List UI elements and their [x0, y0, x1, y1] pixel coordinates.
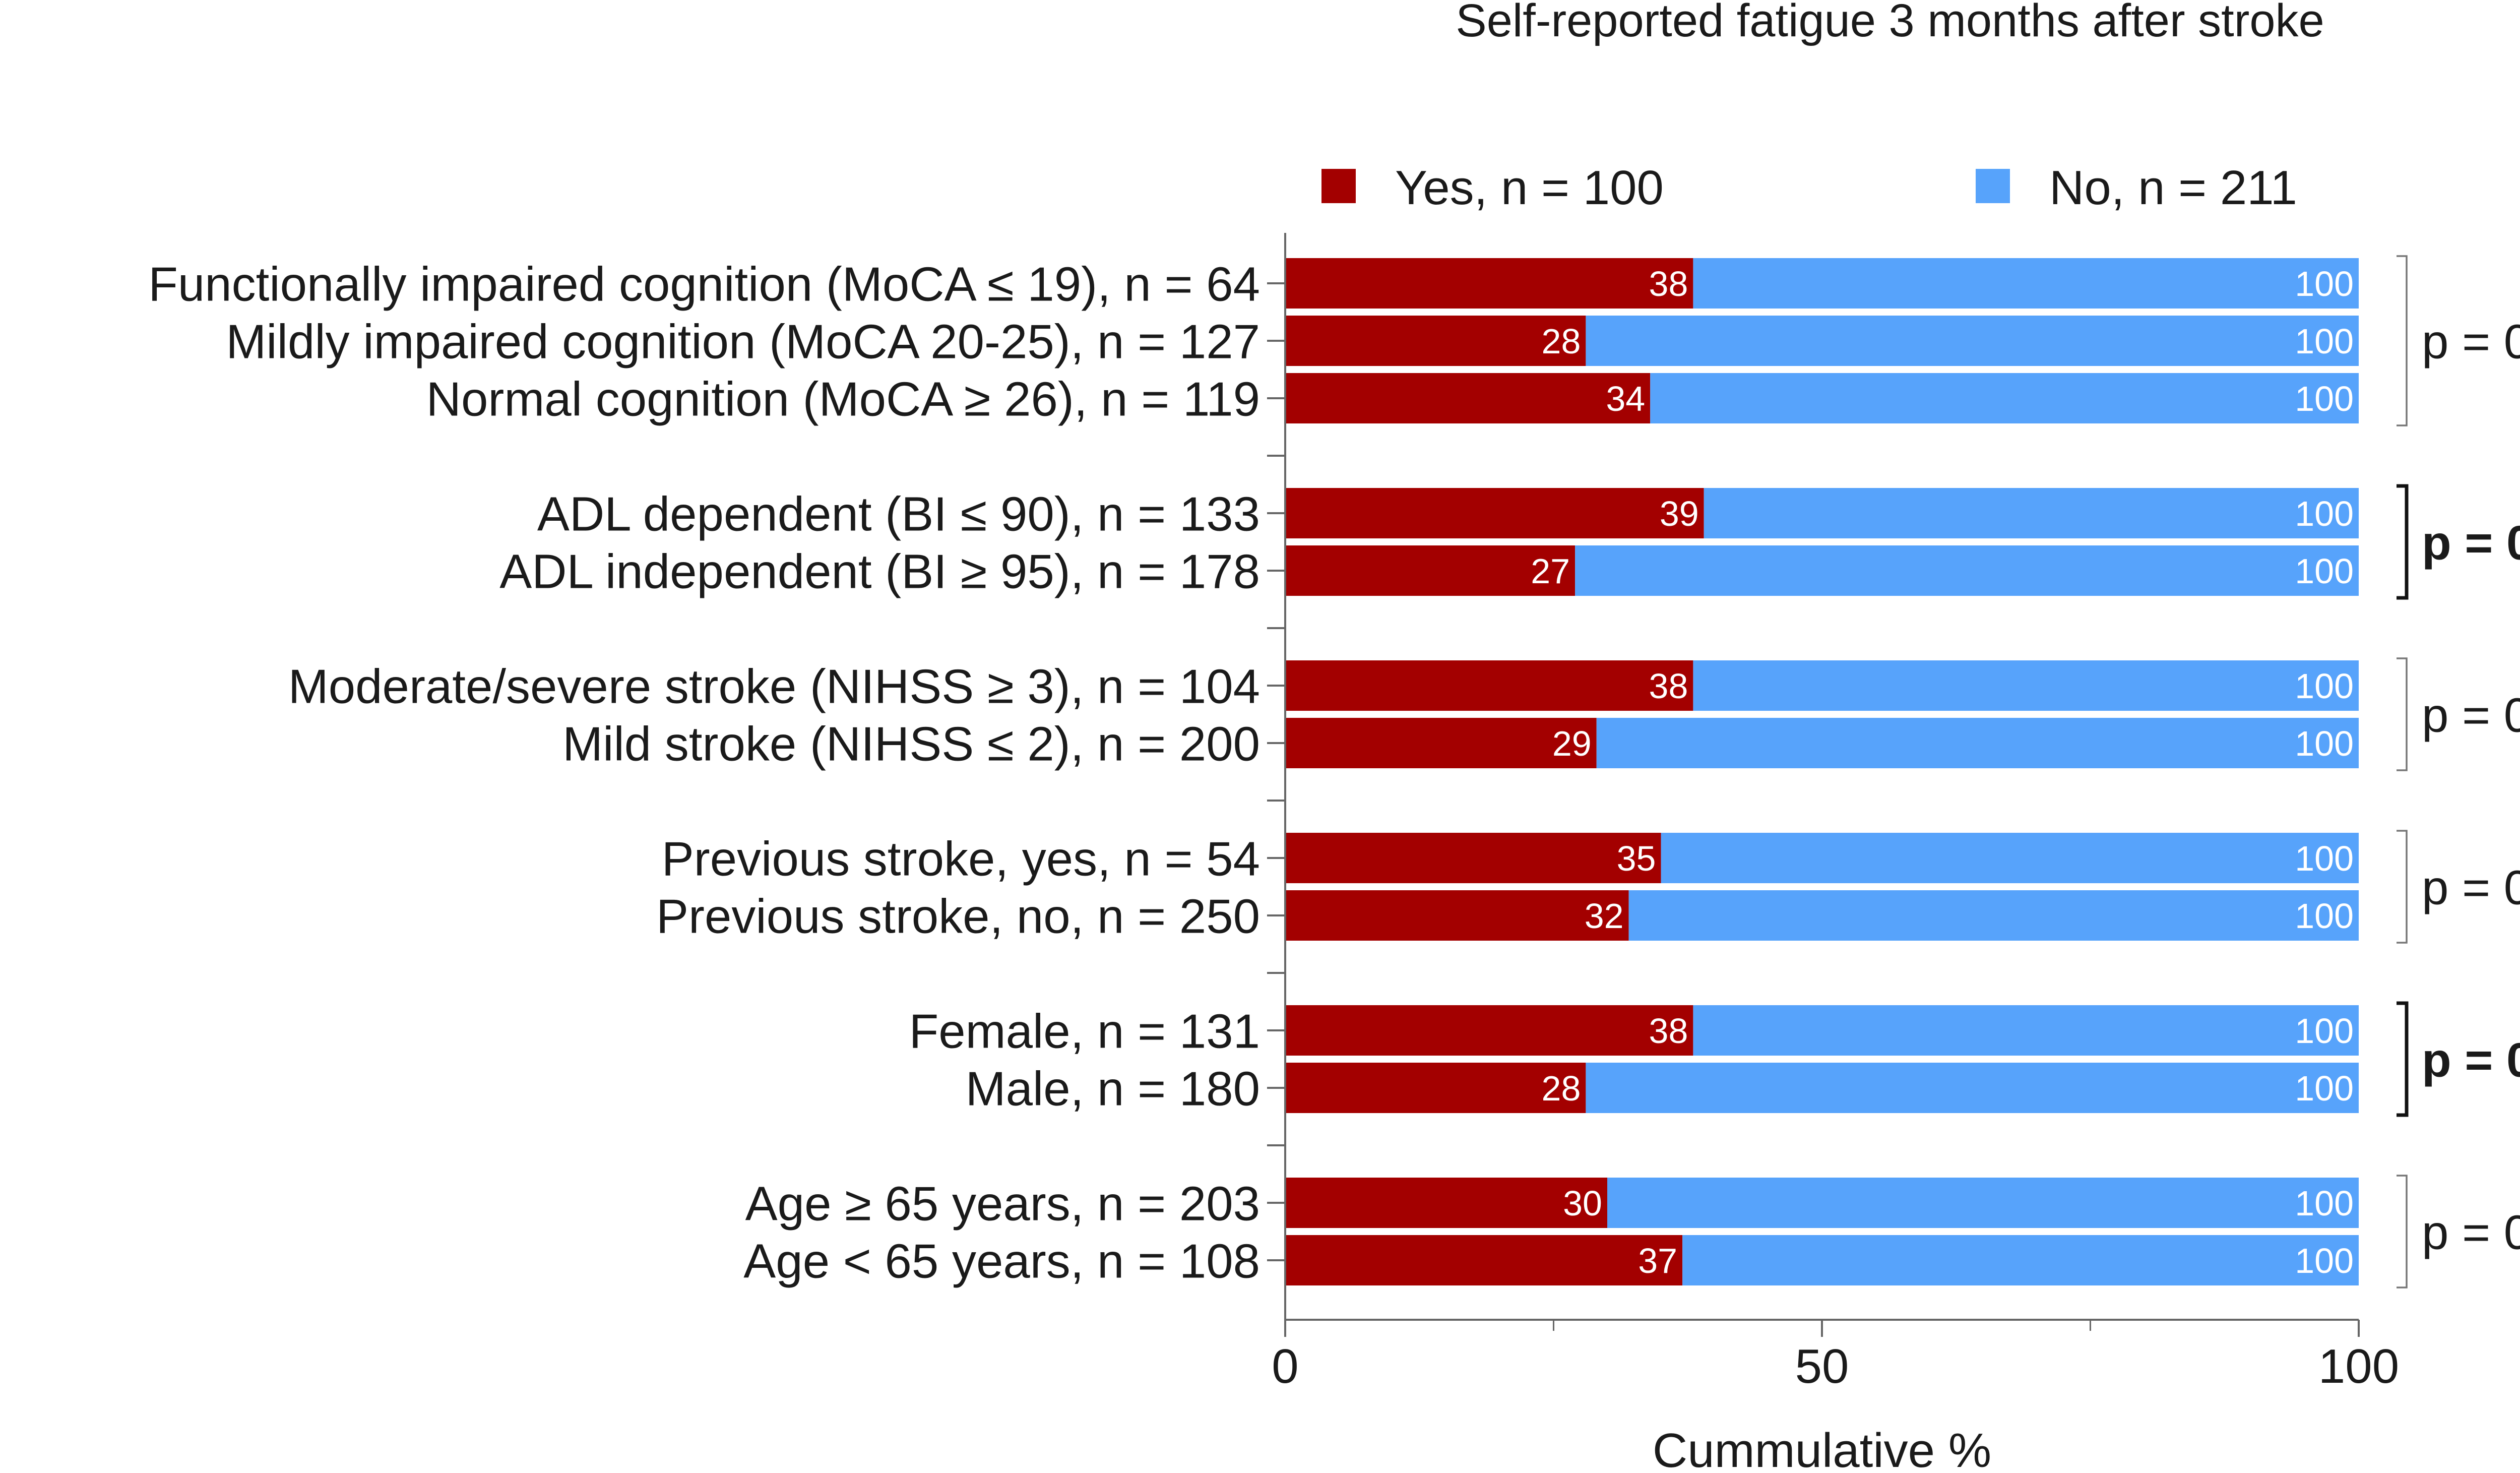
data-label-yes-3-0: 35 [1617, 839, 1656, 878]
data-label-total-0-0: 100 [2295, 264, 2354, 303]
y-tick-label-0-1: Mildly impaired cognition (MoCA 20-25), … [226, 315, 1260, 369]
data-label-yes-0-2: 34 [1606, 379, 1645, 418]
bar-no-2-1 [1596, 718, 2359, 768]
legend-swatch-yes [1321, 169, 1356, 203]
data-label-total-0-1: 100 [2295, 322, 2354, 361]
bar-yes-1-0 [1285, 488, 1704, 538]
x-tick-label-0: 0 [1272, 1339, 1298, 1393]
data-label-yes-4-0: 38 [1649, 1011, 1688, 1051]
bar-no-4-1 [1586, 1063, 2359, 1113]
y-tick-label-1-0: ADL dependent (BI ≤ 90), n = 133 [537, 487, 1260, 541]
y-tick-label-0-0: Functionally impaired cognition (MoCA ≤ … [148, 258, 1260, 312]
p-value-3: p = 0.61 [2422, 861, 2520, 915]
p-value-5: p = 0.18 [2422, 1206, 2520, 1260]
data-label-yes-5-0: 30 [1563, 1184, 1602, 1223]
axes-layer: Functionally impaired cognition (MoCA ≤ … [148, 233, 2399, 1393]
legend-swatch-no [1976, 169, 2010, 203]
bar-no-4-0 [1693, 1005, 2359, 1056]
x-axis-label: Cummulative % [1653, 1424, 1991, 1473]
y-tick-label-5-0: Age ≥ 65 years, n = 203 [745, 1177, 1260, 1231]
bar-yes-2-1 [1285, 718, 1597, 768]
data-label-total-5-1: 100 [2295, 1241, 2354, 1280]
bar-no-3-0 [1661, 833, 2359, 883]
y-tick-label-3-0: Previous stroke, yes, n = 54 [662, 832, 1260, 886]
bar-no-5-0 [1607, 1178, 2359, 1228]
y-tick-label-2-0: Moderate/severe stroke (NIHSS ≥ 3), n = … [288, 660, 1260, 714]
y-tick-label-5-1: Age < 65 years, n = 108 [743, 1235, 1260, 1288]
data-label-yes-1-0: 39 [1660, 494, 1699, 533]
p-bracket-1 [2397, 484, 2409, 600]
bar-yes-5-1 [1285, 1235, 1683, 1285]
bar-yes-1-1 [1285, 545, 1576, 596]
bar-no-1-0 [1704, 488, 2359, 538]
data-label-yes-4-1: 28 [1542, 1069, 1581, 1108]
data-label-yes-2-0: 38 [1649, 666, 1688, 706]
data-label-total-1-1: 100 [2295, 551, 2354, 591]
p-bracket-2 [2397, 657, 2408, 771]
y-tick-label-2-1: Mild stroke (NIHSS ≤ 2), n = 200 [562, 717, 1260, 771]
bar-yes-5-0 [1285, 1178, 1607, 1228]
chart-title: Self-reported fatigue 3 months after str… [1456, 0, 2324, 46]
p-value-0: p = 0.97 [2422, 315, 2520, 369]
p-bracket-5 [2397, 1175, 2408, 1288]
y-tick-label-0-2: Normal cognition (MoCA ≥ 26), n = 119 [426, 373, 1260, 426]
legend-label-no: No, n = 211 [2049, 161, 2297, 215]
bar-no-3-1 [1628, 890, 2359, 941]
bar-yes-2-0 [1285, 660, 1693, 711]
y-tick-label-4-0: Female, n = 131 [909, 1005, 1260, 1059]
data-label-total-5-0: 100 [2295, 1184, 2354, 1223]
bar-no-0-2 [1650, 373, 2359, 423]
x-tick-label-1: 50 [1795, 1339, 1849, 1393]
bar-yes-0-0 [1285, 258, 1693, 309]
p-bracket-3 [2397, 830, 2408, 944]
p-value-4: p = 0.05 [2422, 1033, 2520, 1087]
bar-yes-4-0 [1285, 1005, 1693, 1056]
data-label-yes-2-1: 29 [1552, 724, 1592, 763]
bar-no-5-1 [1682, 1235, 2359, 1285]
x-tick-label-2: 100 [2318, 1339, 2399, 1393]
bar-yes-4-1 [1285, 1063, 1586, 1113]
bar-no-2-0 [1693, 660, 2359, 711]
bar-no-1-1 [1575, 545, 2359, 596]
y-tick-label-1-1: ADL independent (BI ≥ 95), n = 178 [499, 545, 1260, 599]
bar-no-0-0 [1693, 258, 2359, 309]
bar-yes-3-1 [1285, 890, 1629, 941]
y-tick-label-3-1: Previous stroke, no, n = 250 [656, 890, 1260, 944]
data-label-yes-5-1: 37 [1638, 1241, 1677, 1280]
bar-no-0-1 [1586, 316, 2359, 366]
bar-yes-0-1 [1285, 316, 1586, 366]
p-value-1: p = 0.02 [2422, 516, 2520, 570]
data-label-total-0-2: 100 [2295, 379, 2354, 418]
data-label-yes-3-1: 32 [1585, 896, 1624, 936]
data-label-total-1-0: 100 [2295, 494, 2354, 533]
p-bracket-0 [2397, 255, 2408, 426]
data-label-total-3-1: 100 [2295, 896, 2354, 936]
data-label-yes-0-0: 38 [1649, 264, 1688, 303]
p-value-brackets: p = 0.97 p = 0.02 p = 0.13 p = 0.61 p = 0.05… [2397, 255, 2520, 1288]
bar-yes-3-0 [1285, 833, 1661, 883]
data-label-total-2-0: 100 [2295, 666, 2354, 706]
p-value-2: p = 0.13 [2422, 689, 2520, 743]
data-label-total-2-1: 100 [2295, 724, 2354, 763]
data-label-yes-1-1: 27 [1531, 551, 1570, 591]
data-label-total-4-0: 100 [2295, 1011, 2354, 1051]
legend-label-yes: Yes, n = 100 [1395, 161, 1664, 215]
legend: Yes, n = 100 No, n = 211 [1321, 161, 2297, 215]
p-bracket-4 [2397, 1001, 2409, 1117]
y-tick-label-4-1: Male, n = 180 [966, 1062, 1260, 1116]
data-label-yes-0-1: 28 [1542, 322, 1581, 361]
bars-layer: 38 100 28 100 34 100 39 100 27 100 38 100 29 100 35 100… [1285, 258, 2359, 1285]
data-label-total-4-1: 100 [2295, 1069, 2354, 1108]
bar-yes-0-2 [1285, 373, 1651, 423]
data-label-total-3-0: 100 [2295, 839, 2354, 878]
